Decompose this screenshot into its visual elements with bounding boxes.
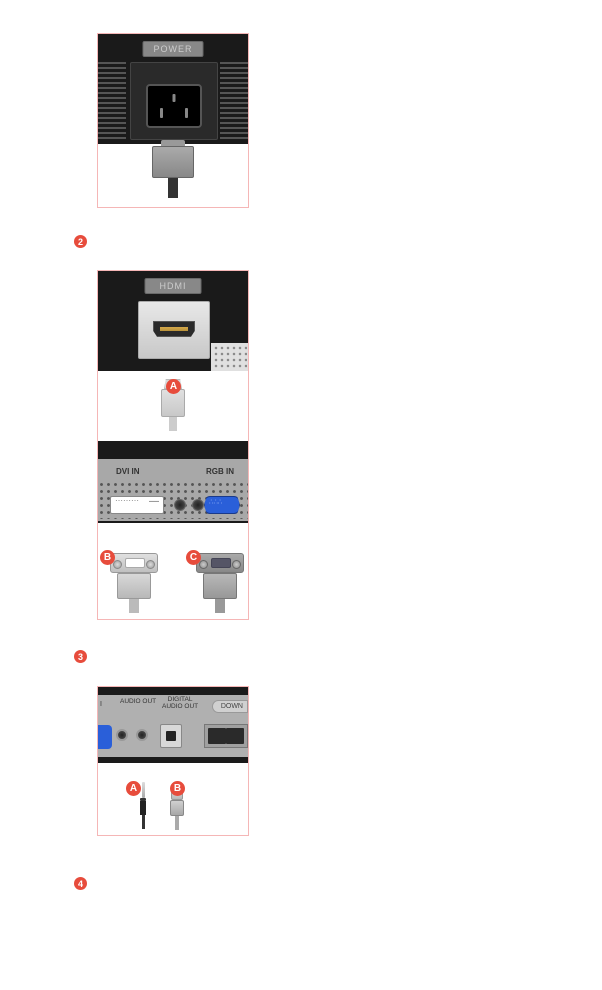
power-plug (152, 146, 194, 194)
audio-out-label: AUDIO OUT (120, 698, 156, 706)
vent-dots-right (211, 343, 249, 371)
dvi-port (110, 496, 164, 514)
hdmi-port (153, 321, 195, 337)
audio-jack-2 (192, 499, 204, 511)
power-socket (146, 84, 202, 128)
dvi-connector (110, 553, 158, 609)
letter-badge-c: C (186, 550, 201, 565)
power-label: POWER (142, 41, 203, 57)
audio-jack-1 (174, 499, 186, 511)
dvi-panel-edge (98, 441, 248, 459)
step-badge-2: 2 (74, 235, 87, 248)
hdmi-label: HDMI (145, 278, 202, 294)
usb-ports (204, 724, 248, 748)
letter-badge-b: B (100, 550, 115, 565)
figure-video-ports: HDMI DVI IN RGB IN A B C (97, 270, 249, 620)
figure-power: POWER (97, 33, 249, 208)
panel-top-edge (98, 687, 248, 695)
letter-badge-a2: A (126, 781, 141, 796)
letter-badge-b2: B (170, 781, 185, 796)
dvi-in-label: DVI IN (116, 467, 140, 476)
vga-connector (196, 553, 244, 609)
label-in-partial: I (100, 701, 102, 708)
vga-port (204, 496, 240, 514)
step-badge-3: 3 (74, 650, 87, 663)
vga-edge (98, 725, 112, 749)
down-label: DOWN (212, 700, 248, 713)
vent-slits-left (98, 62, 126, 142)
digital-audio-out-label: DIGITALAUDIO OUT (162, 696, 198, 710)
step-badge-4: 4 (74, 877, 87, 890)
vent-slits-right (220, 62, 248, 142)
audio-out-jack (136, 729, 148, 741)
figure-audio-ports: I AUDIO OUT DIGITALAUDIO OUT DOWN A B (97, 686, 249, 836)
letter-badge-a: A (166, 379, 181, 394)
optical-port (160, 724, 182, 748)
audio-jack-3 (116, 729, 128, 741)
rgb-in-label: RGB IN (206, 467, 234, 476)
